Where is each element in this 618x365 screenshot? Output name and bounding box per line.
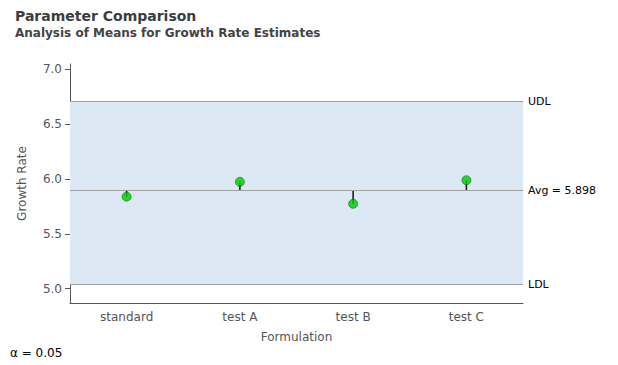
svg-text:5.0: 5.0 xyxy=(43,282,62,296)
svg-text:6.0: 6.0 xyxy=(43,172,62,186)
svg-text:Growth Rate: Growth Rate xyxy=(15,146,29,221)
svg-text:7.0: 7.0 xyxy=(43,62,62,76)
svg-text:Formulation: Formulation xyxy=(261,330,333,344)
svg-text:Parameter Comparison: Parameter Comparison xyxy=(15,8,196,24)
svg-text:test A: test A xyxy=(222,310,258,324)
svg-text:test B: test B xyxy=(336,310,371,324)
svg-text:standard: standard xyxy=(100,310,153,324)
svg-text:5.5: 5.5 xyxy=(43,227,62,241)
svg-text:LDL: LDL xyxy=(528,278,550,291)
svg-text:α = 0.05: α = 0.05 xyxy=(10,346,62,360)
svg-text:Avg = 5.898: Avg = 5.898 xyxy=(528,184,596,197)
svg-text:UDL: UDL xyxy=(528,95,552,108)
svg-text:Analysis of Means for Growth R: Analysis of Means for Growth Rate Estima… xyxy=(15,26,320,40)
svg-text:test C: test C xyxy=(449,310,484,324)
svg-text:6.5: 6.5 xyxy=(43,117,62,131)
